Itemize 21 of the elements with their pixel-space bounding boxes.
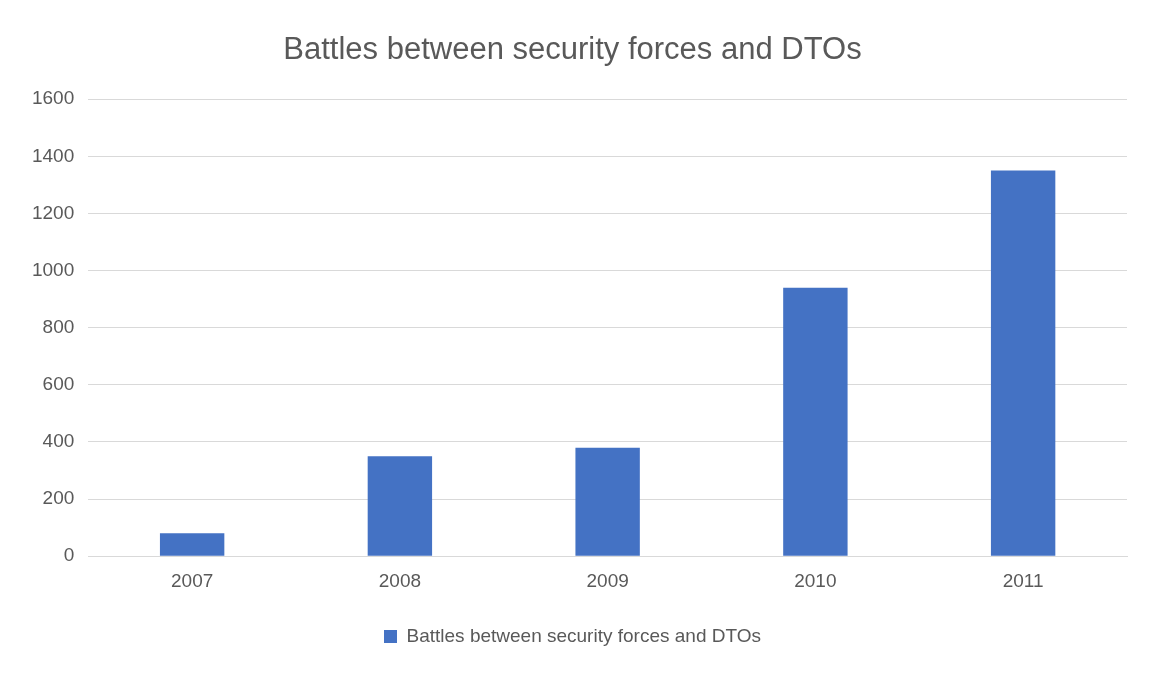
y-tick-label: 1400 [31, 144, 75, 166]
y-tick-label: 0 [63, 544, 75, 566]
bar [990, 170, 1056, 556]
y-tick-label: 800 [42, 315, 75, 337]
y-tick-label: 1000 [31, 258, 75, 280]
y-tick-label: 1200 [31, 201, 75, 223]
y-tick-label: 400 [42, 430, 75, 452]
bar [367, 456, 433, 556]
x-tick-label: 2009 [586, 569, 629, 591]
x-tick-label: 2011 [1002, 569, 1044, 591]
x-tick-label: 2010 [794, 569, 837, 591]
x-tick-label: 2007 [171, 569, 214, 591]
bar [575, 447, 640, 556]
chart-title: Battles between security forces and DTOs [283, 31, 862, 67]
legend-label: Battles between security forces and DTOs [406, 624, 761, 646]
y-tick-label: 600 [42, 373, 75, 395]
x-tick-label: 2008 [378, 569, 422, 591]
bar [159, 533, 225, 556]
y-tick-label: 1600 [31, 87, 75, 109]
bar [783, 287, 848, 556]
y-tick-label: 200 [42, 487, 75, 509]
